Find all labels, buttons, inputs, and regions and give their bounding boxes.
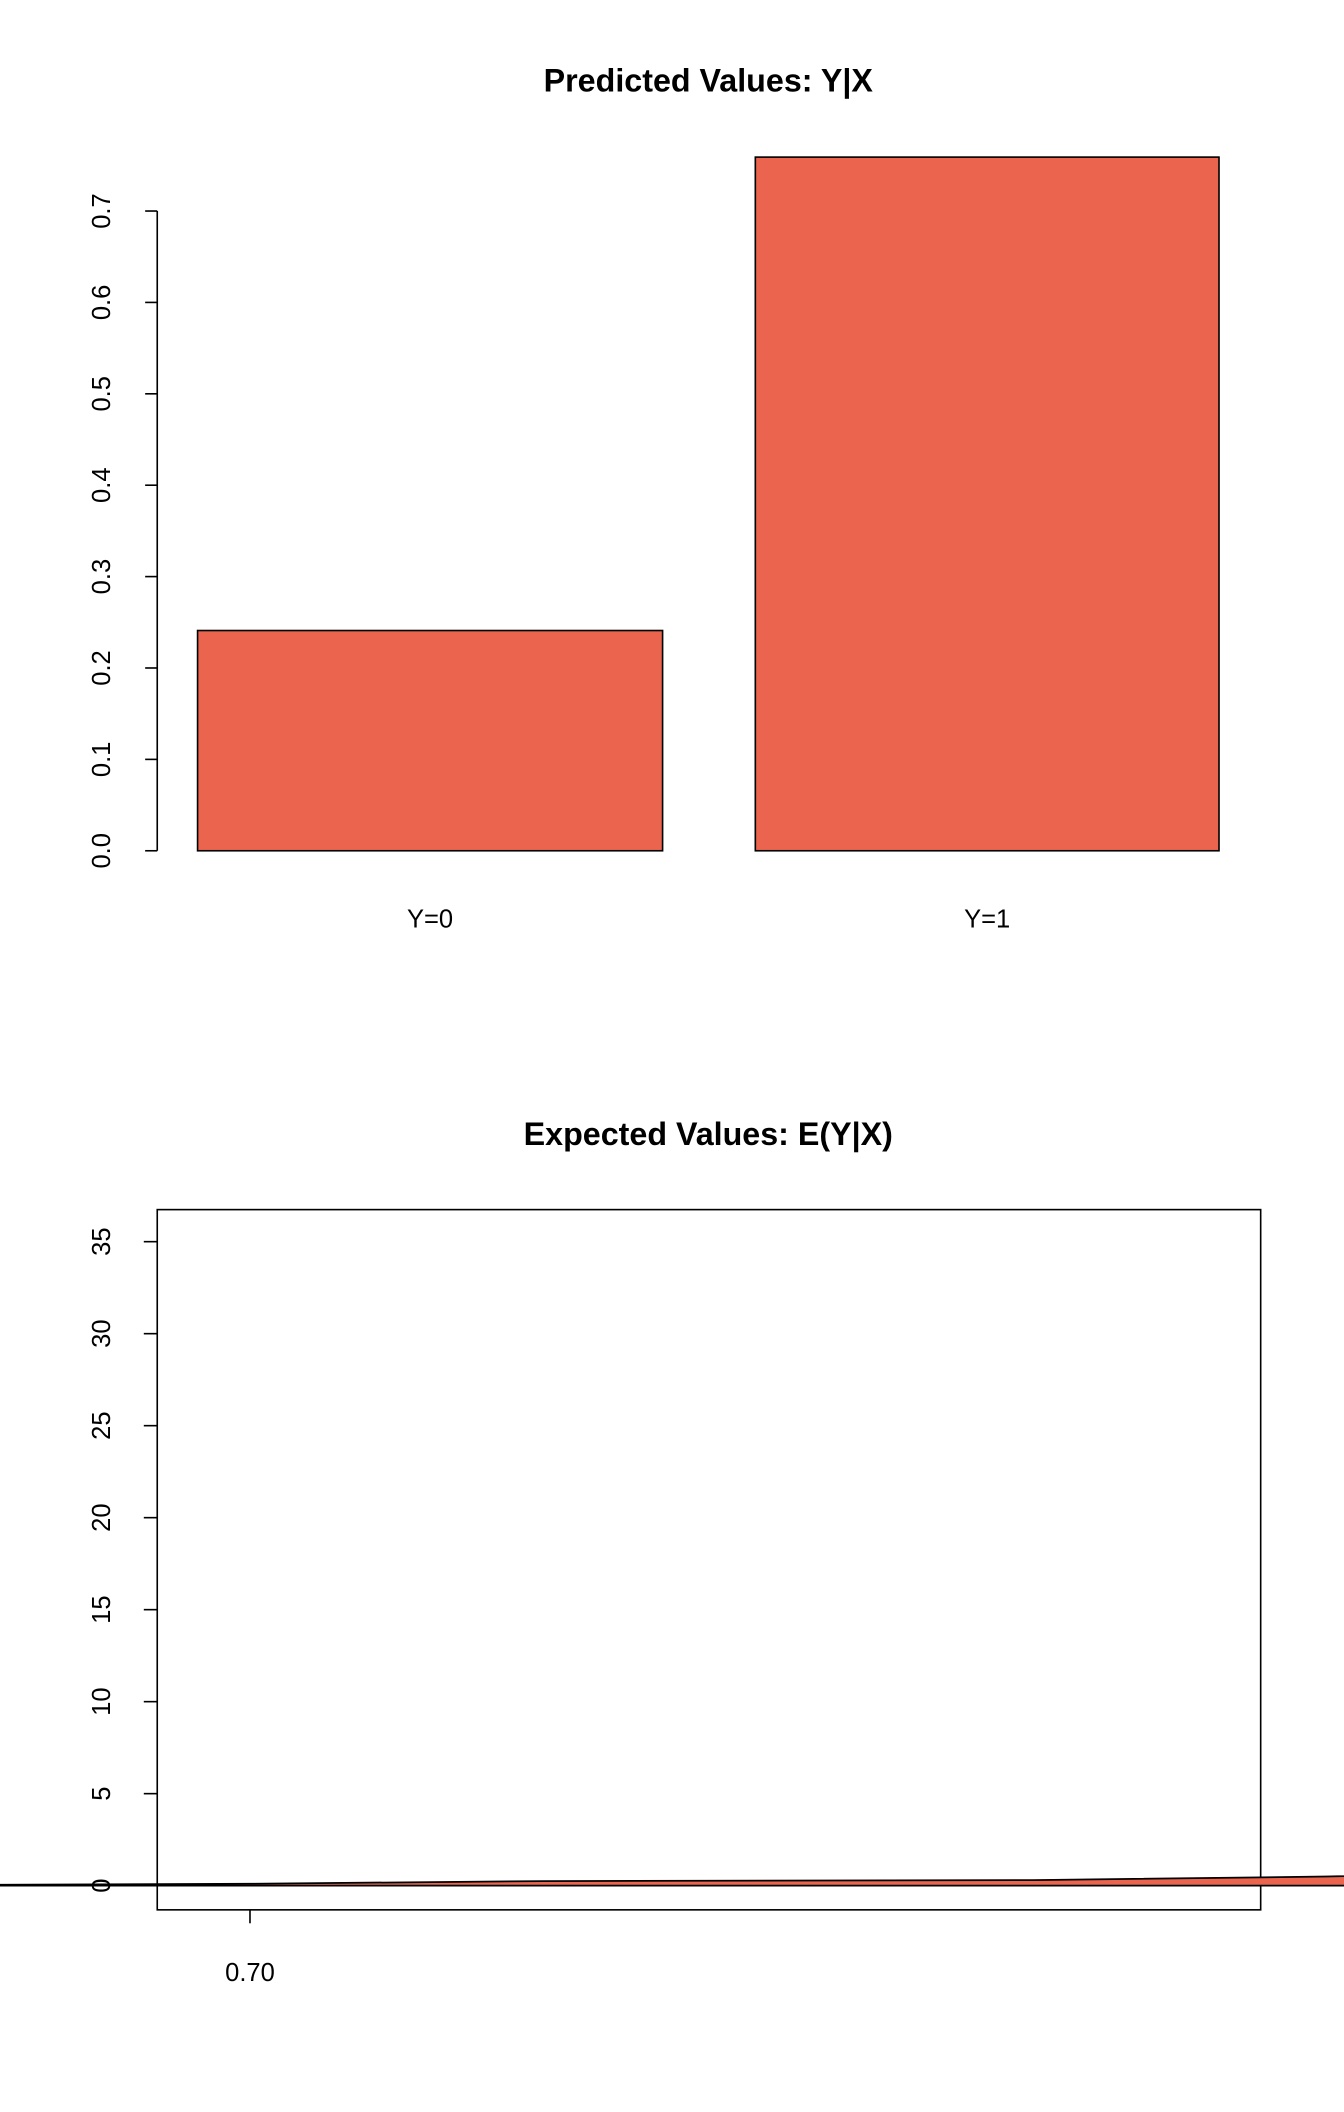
y-tick-label: 0.2 (88, 650, 116, 685)
bar (196, 629, 664, 852)
y-tick-label: 35 (88, 1227, 116, 1255)
x-category-label: Y=0 (407, 905, 453, 933)
density-chart-title: Expected Values: E(Y|X) (524, 1116, 893, 1152)
y-tick-label: 30 (88, 1319, 116, 1347)
y-tick-label: 5 (88, 1787, 116, 1801)
y-tick-label: 0.3 (88, 559, 116, 594)
density-area (0, 1875, 1344, 1887)
y-tick-label: 0.7 (88, 193, 116, 228)
y-tick-label: 10 (88, 1687, 116, 1715)
x-tick-label: 0.70 (225, 1959, 275, 1987)
y-tick-label: 20 (88, 1503, 116, 1531)
bar-chart: 0.0 0.1 0.2 0.3 0.4 0.5 0.6 0.7 Y=0 Y=1 (88, 156, 1220, 933)
y-tick-label: 0 (88, 1879, 116, 1893)
y-tick-label: 25 (88, 1411, 116, 1439)
x-category-label: Y=1 (964, 905, 1010, 933)
y-tick-label: 0.4 (88, 467, 116, 502)
y-tick-label: 15 (88, 1595, 116, 1623)
bar (754, 156, 1220, 852)
y-tick-label: 0.1 (88, 742, 116, 777)
y-tick-label: 0.5 (88, 376, 116, 411)
y-tick-label: 0.0 (88, 833, 116, 868)
y-tick-label: 0.6 (88, 285, 116, 320)
bar-chart-title: Predicted Values: Y|X (544, 62, 874, 98)
plot-frame (156, 1208, 1262, 1911)
density-chart: 0.700.720.740.760.780.8005101520253035 (0, 1208, 1344, 1987)
